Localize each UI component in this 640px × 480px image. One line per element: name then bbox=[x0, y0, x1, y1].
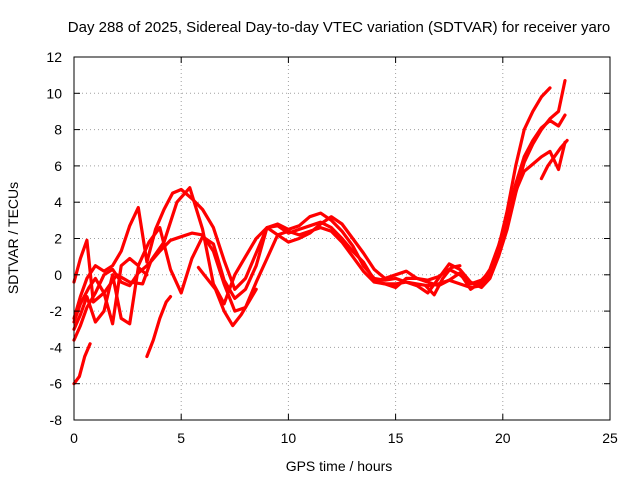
y-tick-label: 2 bbox=[54, 231, 62, 247]
y-tick-label: 12 bbox=[46, 49, 62, 65]
y-tick-label: -6 bbox=[50, 376, 63, 392]
x-axis-label: GPS time / hours bbox=[286, 458, 393, 474]
data-series bbox=[72, 79, 569, 386]
series-track-9 bbox=[424, 264, 462, 297]
y-tick-label: -8 bbox=[50, 412, 63, 428]
y-tick-label: -2 bbox=[50, 303, 63, 319]
y-tick-label: 6 bbox=[54, 158, 62, 174]
series-track-3 bbox=[72, 113, 567, 326]
series-track-10 bbox=[539, 138, 569, 181]
y-tick-label: 10 bbox=[46, 85, 62, 101]
y-tick-label: 8 bbox=[54, 122, 62, 138]
series-track-7 bbox=[145, 295, 173, 359]
y-axis-label: SDTVAR / TECUs bbox=[5, 182, 21, 294]
x-tick-label: 25 bbox=[602, 430, 618, 446]
series-track-8 bbox=[196, 265, 258, 328]
series-track-6 bbox=[72, 342, 92, 386]
x-tick-label: 10 bbox=[281, 430, 297, 446]
chart-title: Day 288 of 2025, Sidereal Day-to-day VTE… bbox=[68, 19, 610, 36]
axis-ticks: 0 5 10 15 20 25 -8 -6 -4 -2 0 2 4 6 8 10 12 bbox=[46, 49, 618, 446]
series-track-5 bbox=[72, 265, 149, 331]
y-tick-label: 4 bbox=[54, 194, 62, 210]
x-tick-label: 5 bbox=[177, 430, 185, 446]
x-tick-label: 0 bbox=[70, 430, 78, 446]
x-tick-label: 20 bbox=[495, 430, 511, 446]
y-tick-label: 0 bbox=[54, 267, 62, 283]
x-tick-label: 15 bbox=[388, 430, 404, 446]
y-tick-label: -4 bbox=[50, 339, 63, 355]
